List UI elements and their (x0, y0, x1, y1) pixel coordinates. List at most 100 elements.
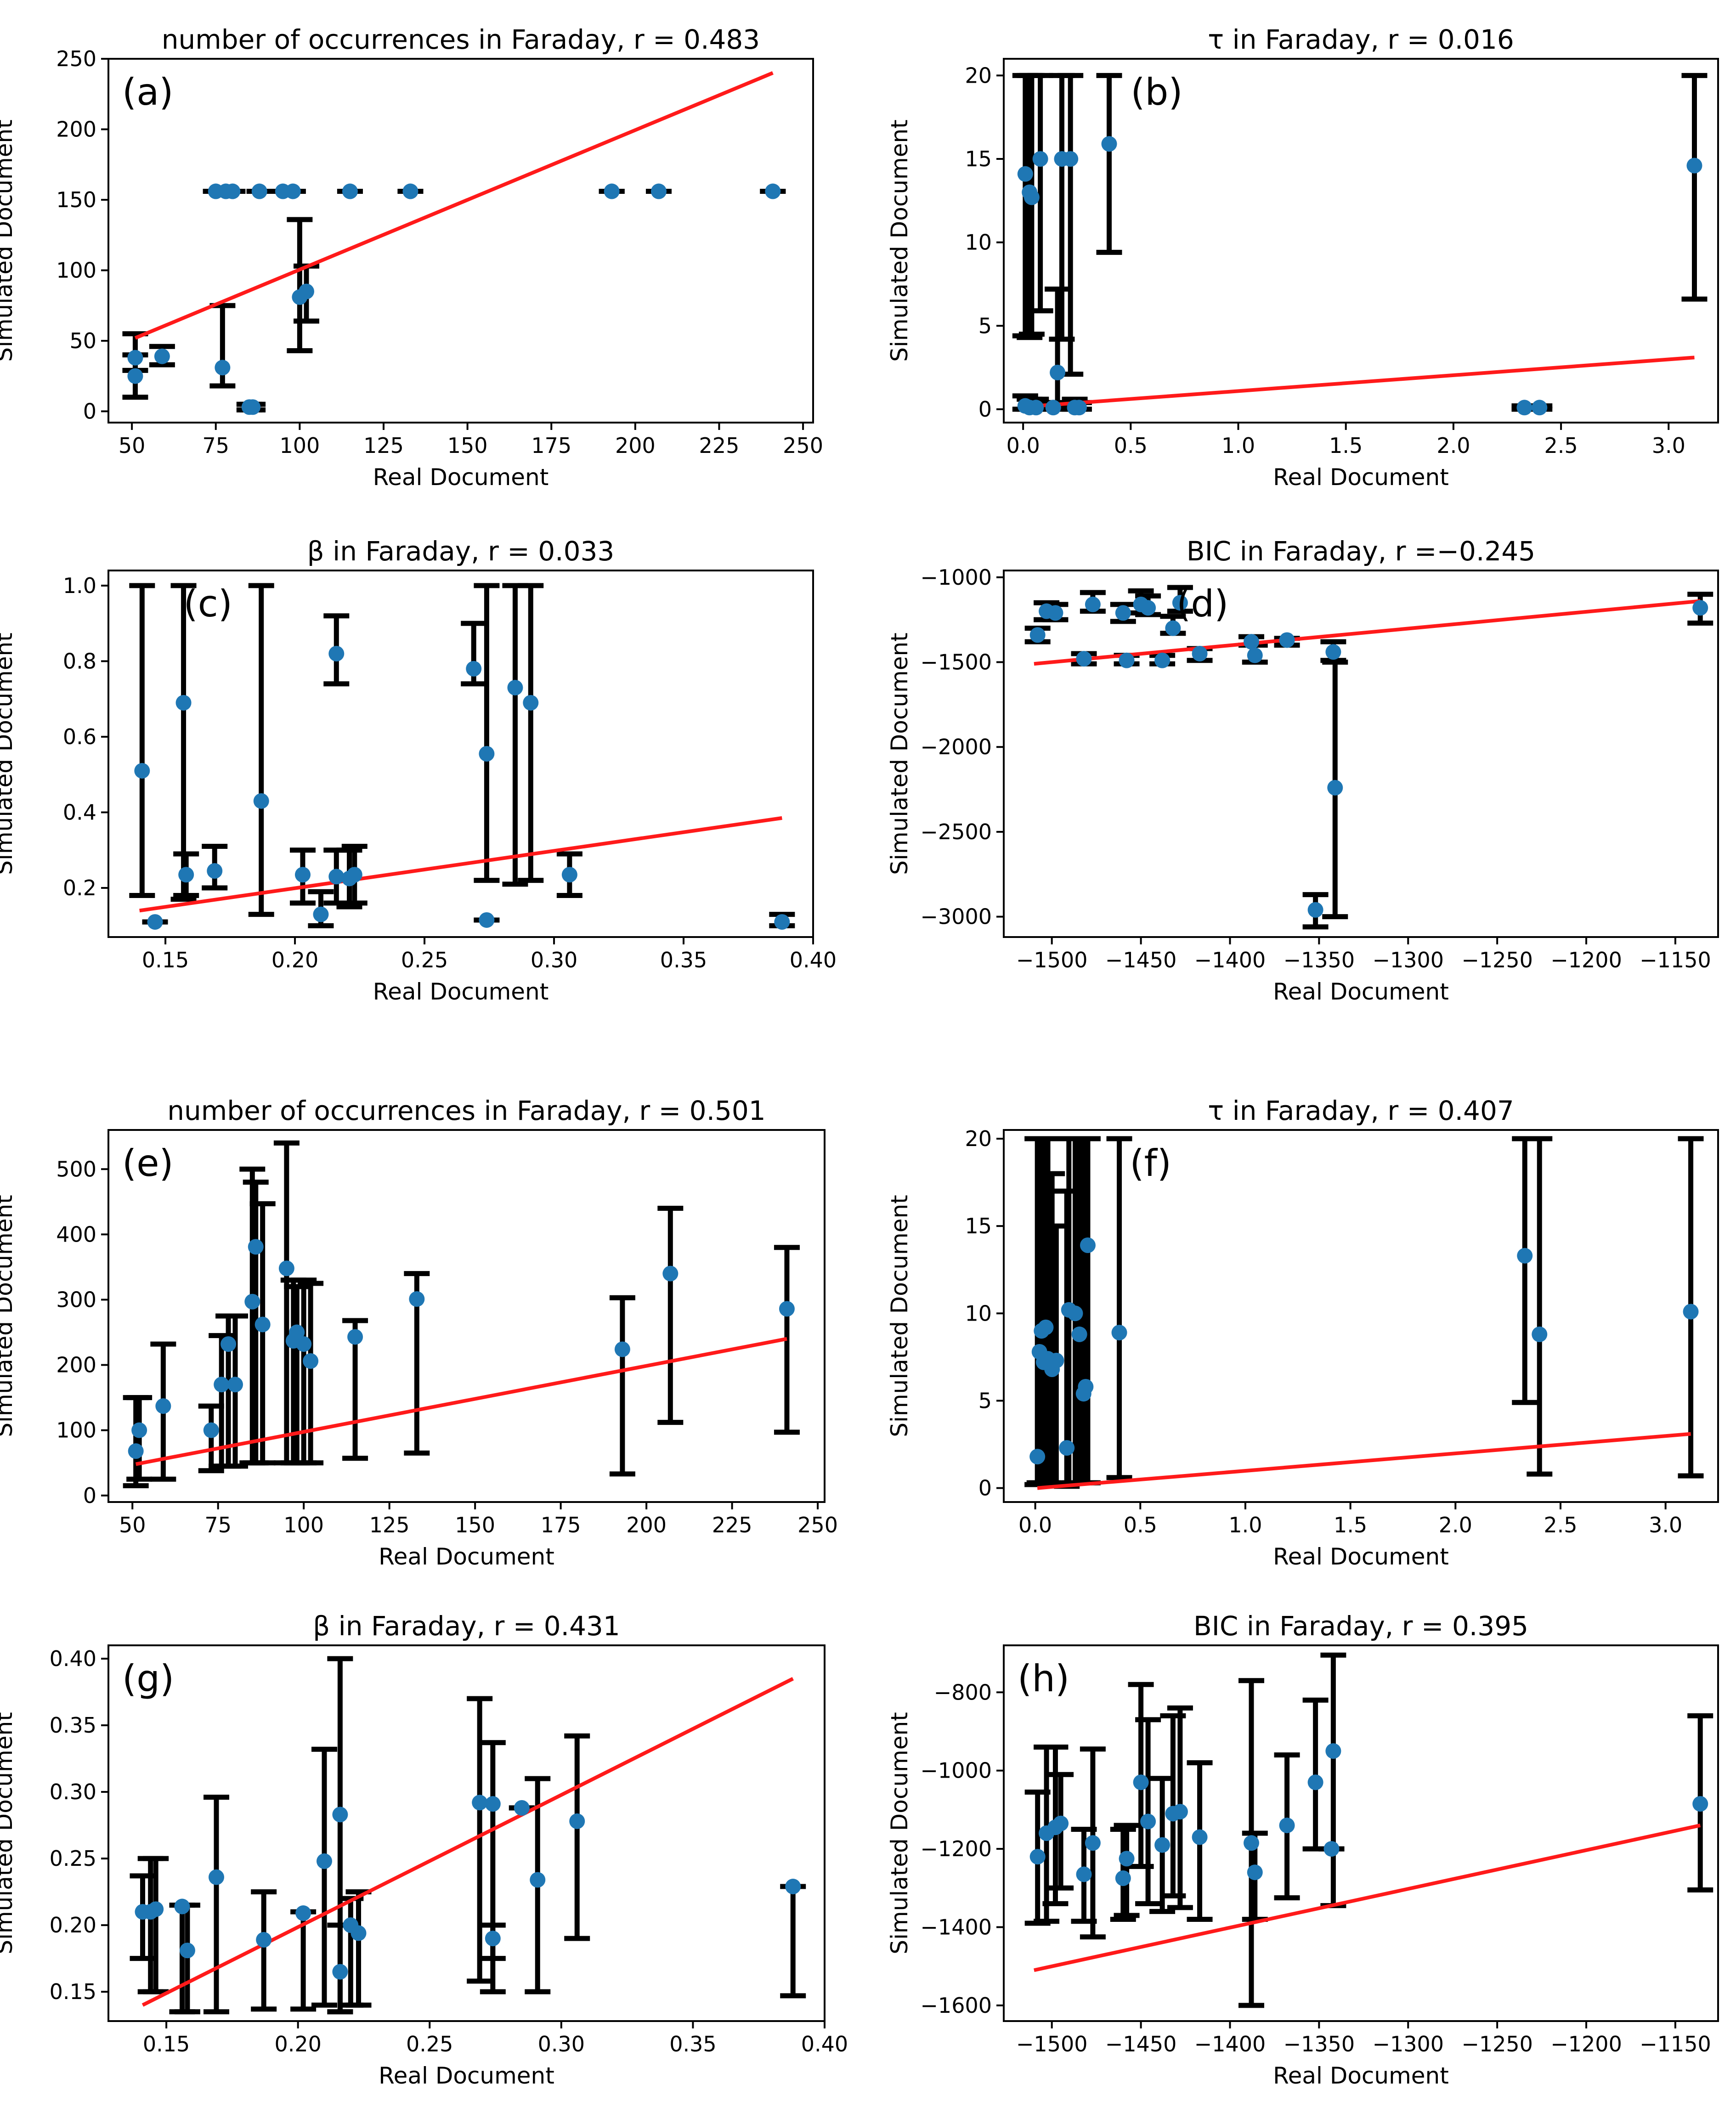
data-point (1307, 902, 1323, 918)
data-point (569, 1813, 585, 1829)
data-point (289, 1324, 305, 1340)
data-point (530, 1872, 546, 1888)
data-point (351, 1925, 367, 1941)
x-tick-label: 50 (119, 1513, 146, 1537)
data-point (1076, 651, 1092, 667)
data-point (332, 1807, 348, 1823)
data-point (779, 1301, 795, 1317)
x-tick-label: −1200 (1550, 2032, 1622, 2056)
error-bar (143, 1856, 169, 1994)
data-point (154, 348, 170, 364)
data-point (128, 1443, 144, 1459)
data-point (523, 695, 539, 711)
data-point (650, 183, 667, 199)
y-tick-label: 20 (965, 1126, 992, 1151)
panel-label: (a) (122, 71, 173, 113)
x-tick-label: 0.0 (1007, 433, 1040, 458)
y-axis-label: Simulated Document (0, 1195, 17, 1437)
data-point (1029, 1449, 1046, 1465)
data-point (1038, 1319, 1054, 1335)
plot-title: τ in Faraday, r = 0.016 (1208, 24, 1514, 55)
x-tick-label: 2.5 (1544, 1513, 1577, 1537)
error-bar (170, 583, 197, 902)
error-bar (474, 583, 500, 883)
subplot-h: BIC in Faraday, r = 0.395 −1500 −1450 −1400… (886, 1610, 1719, 2089)
y-tick-label: −1400 (920, 1915, 992, 1940)
error-bar (1012, 73, 1038, 339)
data-point (303, 1353, 319, 1369)
x-tick-label: 0.30 (538, 2032, 585, 2056)
error-bar (298, 1281, 324, 1466)
plot-frame (1003, 1644, 1719, 2022)
regression-line (139, 816, 782, 913)
data-point (1192, 646, 1208, 662)
y-axis-label: Simulated Document (886, 119, 913, 362)
data-point (1307, 1774, 1323, 1790)
data-point (203, 1422, 219, 1438)
y-tick-label: 0.4 (63, 800, 96, 825)
data-point (179, 1943, 195, 1959)
data-point (1119, 652, 1135, 668)
subplot-b: τ in Faraday, r = 0.016 0.0 0.5 1.0 1.5 2.0 2.… (886, 24, 1719, 491)
x-tick-label: 150 (447, 433, 488, 458)
data-point (1085, 596, 1101, 612)
data-point (332, 1964, 348, 1980)
y-tick-label: −3000 (920, 904, 992, 929)
y-tick-label: 0.30 (50, 1779, 96, 1804)
x-tick-label: 75 (202, 433, 229, 458)
data-point (1119, 1851, 1135, 1867)
error-bar (251, 1889, 277, 2012)
error-bar (609, 1295, 635, 1477)
plot-title: BIC in Faraday, r = 0.395 (1193, 1610, 1528, 1642)
y-tick-label: 10 (965, 1301, 992, 1326)
data-point (1154, 652, 1171, 668)
data-point (1078, 1379, 1094, 1395)
panel-label: (h) (1018, 1657, 1069, 1700)
data-point (1279, 632, 1295, 648)
y-tick-label: −1000 (920, 565, 992, 590)
data-point (1279, 1817, 1295, 1833)
x-tick-label: −1250 (1461, 2032, 1533, 2056)
data-point (662, 1265, 679, 1282)
x-tick-label: 125 (363, 433, 404, 458)
error-bar (1320, 1652, 1346, 1909)
data-point (514, 1800, 530, 1816)
data-point (296, 1336, 312, 1352)
data-point (1071, 400, 1087, 416)
plot-frame (107, 1644, 826, 2022)
data-point (127, 350, 143, 366)
data-point (127, 368, 143, 384)
subplot-a: number of occurrences in Faraday, r = 0.… (0, 24, 823, 491)
x-tick-label: −1300 (1372, 2032, 1444, 2056)
data-point (298, 283, 314, 299)
data-point (1247, 1864, 1263, 1881)
error-bar (1045, 286, 1071, 410)
data-point (245, 399, 261, 415)
y-tick-label: −2500 (920, 819, 992, 844)
data-point (1050, 365, 1066, 381)
error-bar (1302, 1697, 1329, 1852)
x-tick-label: 200 (615, 433, 656, 458)
data-point (1111, 1325, 1127, 1341)
data-point (1047, 605, 1063, 621)
data-point (207, 863, 223, 879)
x-tick-label: 2.0 (1436, 433, 1470, 458)
regression-line (1037, 1432, 1691, 1490)
y-tick-label: 15 (965, 147, 992, 171)
x-tick-label: 0.25 (406, 2032, 453, 2056)
data-point (1192, 1829, 1208, 1845)
x-tick-label: 125 (369, 1513, 410, 1537)
error-bar (780, 1884, 806, 1999)
data-point (313, 906, 329, 922)
data-point (1067, 1305, 1083, 1322)
subplot-c: β in Faraday, r = 0.033 0.15 0.20 0.25 0.30 0… (0, 536, 837, 1005)
data-point (1325, 1743, 1341, 1759)
x-tick-label: 0.0 (1018, 1513, 1052, 1537)
data-point (1686, 158, 1702, 174)
y-tick-label: 300 (56, 1287, 96, 1312)
x-tick-label: 75 (204, 1513, 232, 1537)
x-tick-label: −1400 (1194, 2032, 1266, 2056)
data-point (472, 1795, 488, 1811)
data-point (1172, 595, 1188, 611)
data-point (1063, 151, 1079, 167)
